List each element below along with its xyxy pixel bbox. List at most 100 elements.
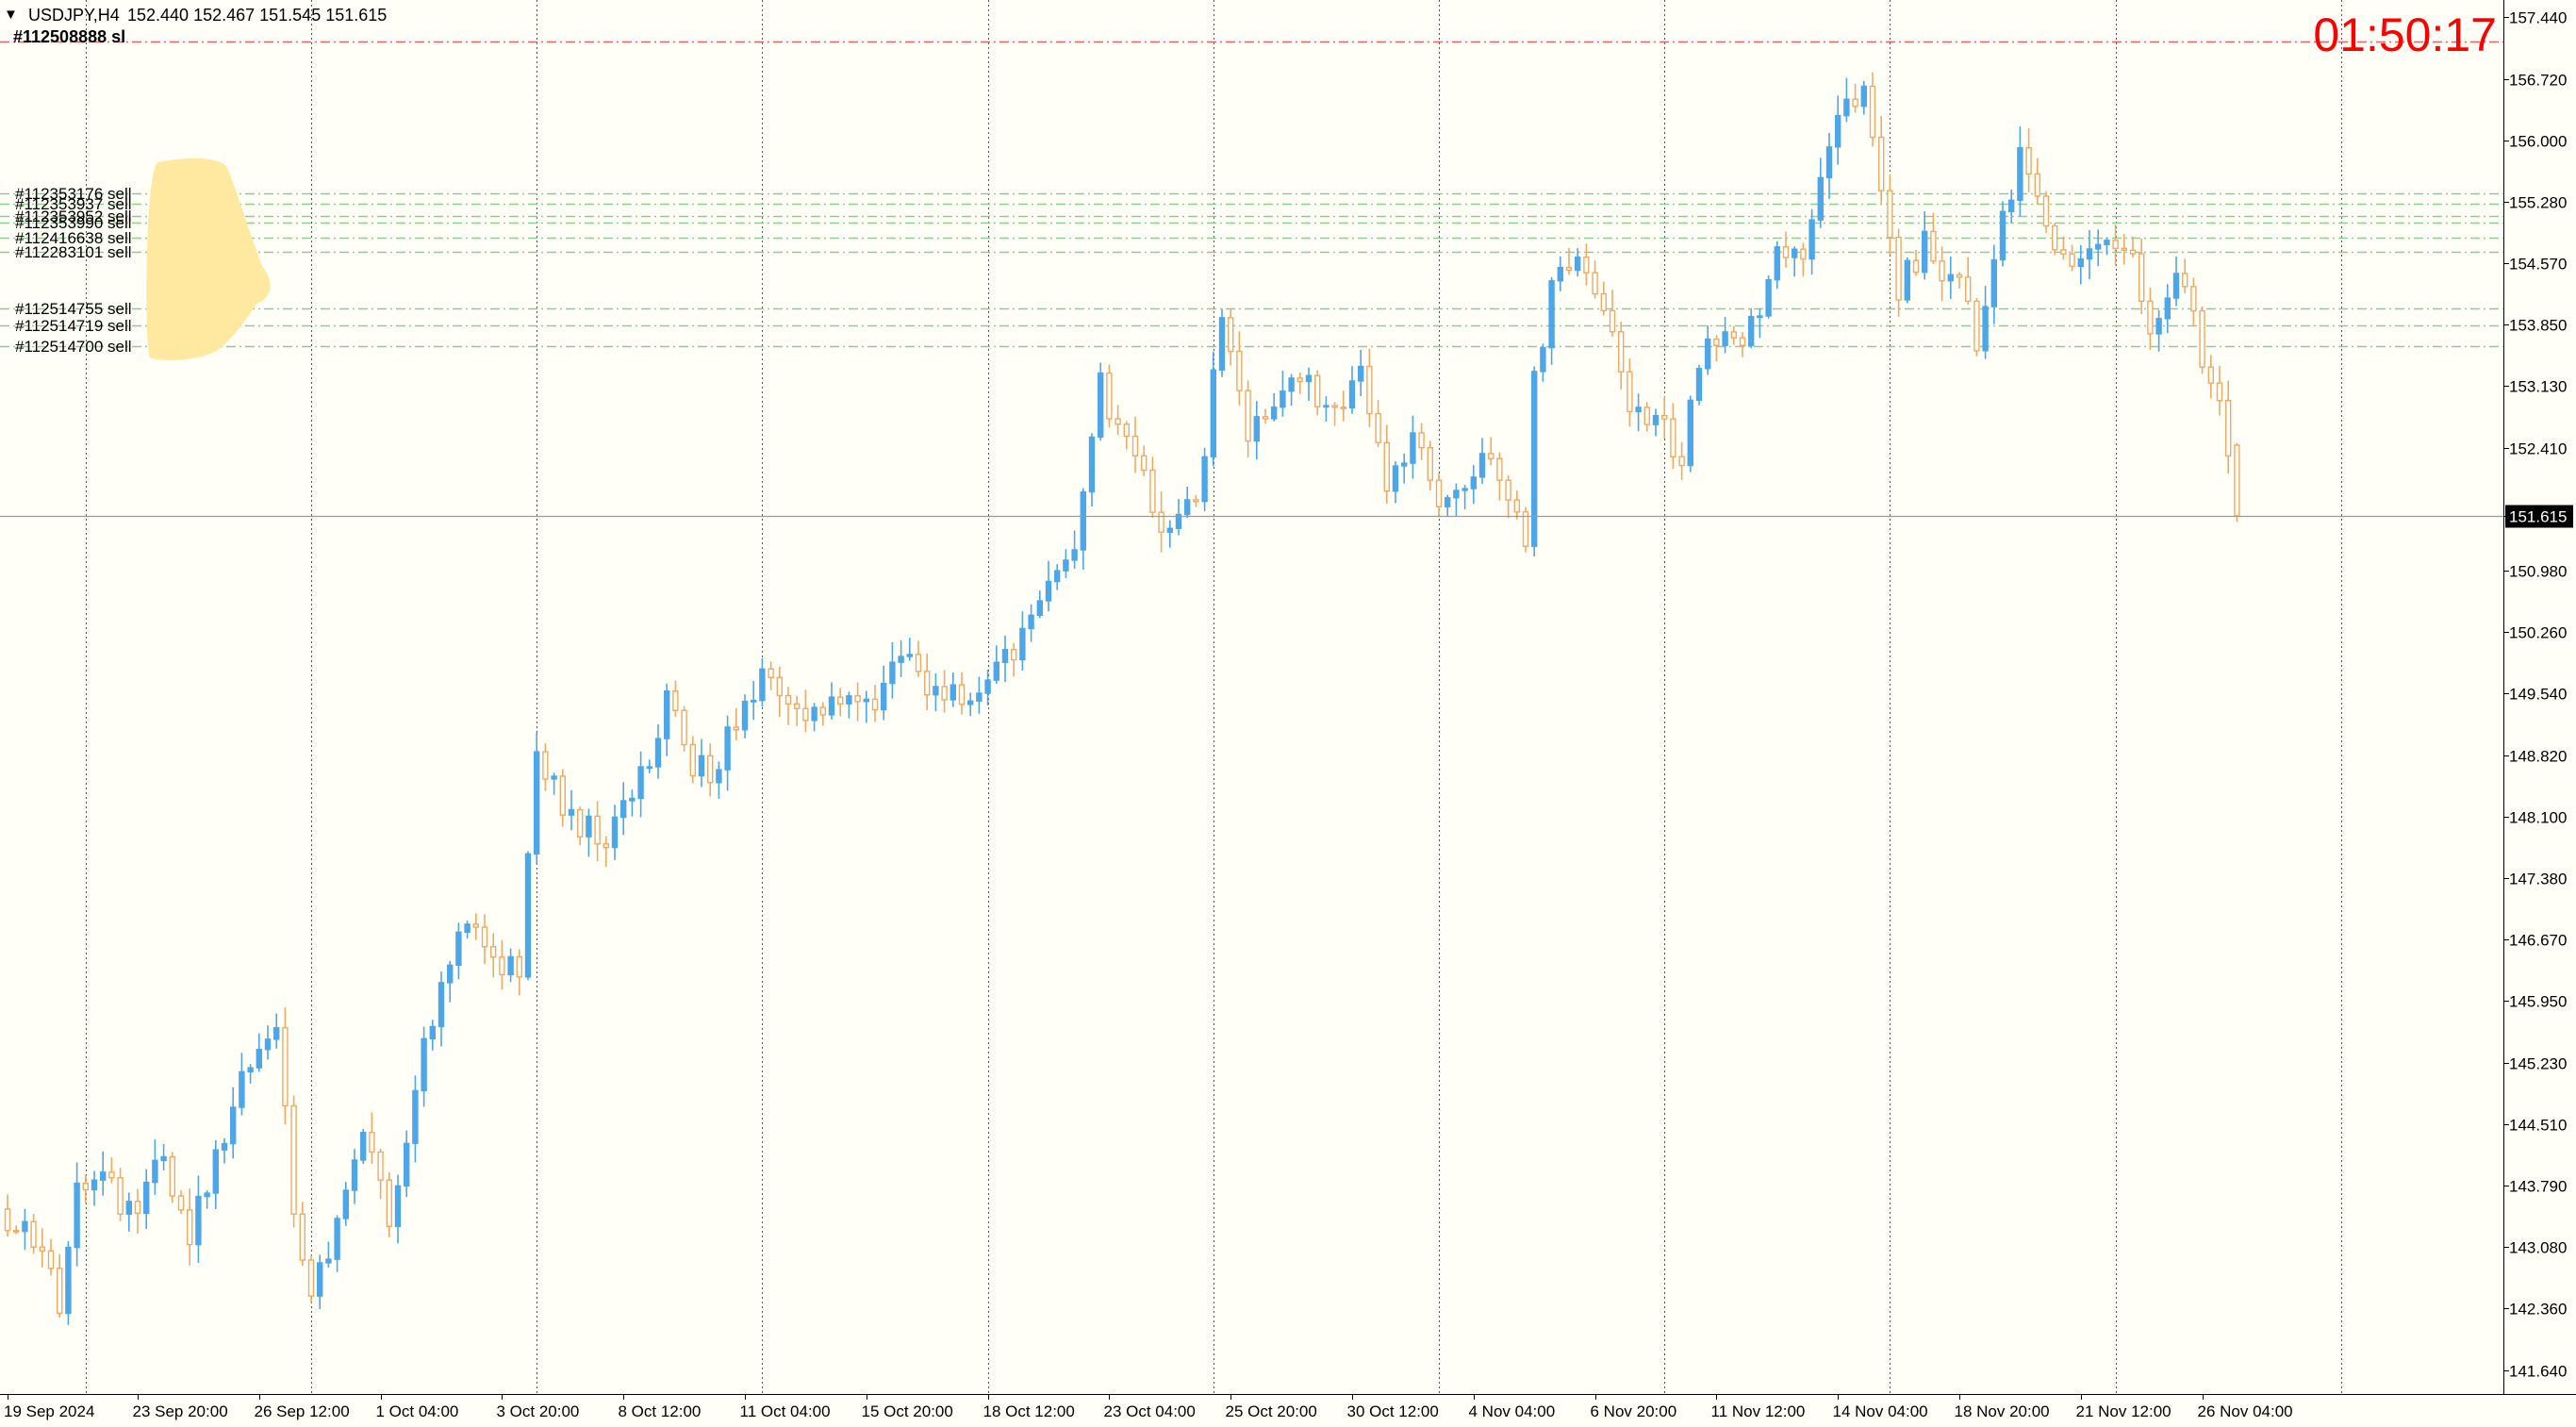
time-tick-label: 26 Nov 04:00 bbox=[2198, 1402, 2293, 1420]
price-tick-label: 154.570 bbox=[2509, 256, 2567, 274]
bull-candle bbox=[898, 640, 904, 677]
bull-candle bbox=[221, 1137, 228, 1164]
bull-candle bbox=[204, 1190, 210, 1209]
bull-candle bbox=[1210, 351, 1217, 467]
bull-candle bbox=[654, 724, 662, 779]
bull-candle bbox=[846, 691, 852, 719]
order-label: #112514719 sell bbox=[15, 317, 132, 335]
time-tick-label: 15 Oct 20:00 bbox=[862, 1402, 953, 1420]
bull-candle bbox=[586, 808, 592, 857]
bear-candle bbox=[1131, 416, 1139, 473]
time-tick-label: 11 Oct 04:00 bbox=[740, 1402, 831, 1420]
bull-candle bbox=[1817, 158, 1825, 228]
bear-candle bbox=[2129, 236, 2137, 258]
overlapping-order-label: #112508888 sl bbox=[13, 27, 125, 46]
bear-candle bbox=[1193, 494, 1199, 507]
bull-candle bbox=[1574, 248, 1581, 277]
bull-candle bbox=[412, 1075, 419, 1163]
bear-candle bbox=[386, 1172, 392, 1237]
order-lines[interactable] bbox=[0, 41, 2503, 348]
bull-candle bbox=[1400, 453, 1408, 484]
time-axis[interactable]: 19 Sep 2024 23 Sep 20:00 26 Sep 12:00 1 Oct… bbox=[4, 1394, 2293, 1420]
bear-candle bbox=[82, 1174, 90, 1203]
bear-candle bbox=[2147, 287, 2154, 350]
price-tick-label: 145.950 bbox=[2509, 993, 2567, 1011]
bear-candle bbox=[1973, 298, 1980, 357]
bull-candle bbox=[2017, 126, 2023, 217]
order-label: #112353990 sell bbox=[15, 214, 132, 232]
bull-candle bbox=[404, 1130, 410, 1198]
bear-candle bbox=[594, 801, 601, 862]
bull-candle bbox=[99, 1151, 107, 1196]
bear-candle bbox=[1617, 322, 1625, 390]
chart-menu-icon[interactable]: ▼ bbox=[4, 7, 18, 23]
bear-candle bbox=[1435, 473, 1443, 518]
bear-candle bbox=[1149, 456, 1156, 519]
order-label: #112416638 sell bbox=[15, 229, 132, 247]
bear-candle bbox=[1739, 332, 1746, 357]
bull-candle bbox=[1687, 395, 1694, 473]
bull-candle bbox=[534, 732, 540, 865]
price-tick-label: 145.230 bbox=[2509, 1055, 2567, 1073]
price-tick-label: 157.440 bbox=[2509, 9, 2567, 27]
ohlc-readout: 152.440 152.467 151.545 151.615 bbox=[127, 6, 387, 25]
bull-candle bbox=[342, 1182, 349, 1226]
price-tick-label: 147.380 bbox=[2509, 871, 2567, 888]
bull-candle bbox=[2104, 237, 2110, 256]
bear-candle bbox=[1895, 228, 1902, 317]
bull-candle bbox=[1019, 611, 1026, 671]
highlighter-mark bbox=[146, 158, 271, 360]
bear-candle bbox=[1262, 408, 1269, 424]
bull-candle bbox=[1999, 201, 2006, 267]
bull-candle bbox=[1071, 530, 1078, 569]
bear-candle bbox=[2207, 355, 2215, 399]
current-price-tag bbox=[2505, 505, 2573, 528]
symbol-title: USDJPY,H4 bbox=[28, 6, 120, 25]
order-label: #112514700 sell bbox=[15, 338, 132, 356]
time-tick-label: 19 Sep 2024 bbox=[4, 1402, 94, 1420]
bear-candle bbox=[1670, 403, 1676, 470]
bull-candle bbox=[1280, 371, 1286, 417]
price-tick-label: 142.360 bbox=[2509, 1301, 2567, 1319]
price-tick-label: 149.540 bbox=[2509, 686, 2567, 704]
bull-candle bbox=[507, 948, 514, 983]
bull-candle bbox=[264, 1025, 272, 1060]
price-axis[interactable]: 157.440 156.720 156.000 155.280 154.570 153.8… bbox=[2503, 9, 2573, 1381]
price-tick-label: 143.080 bbox=[2509, 1239, 2567, 1257]
bull-candle bbox=[881, 665, 887, 721]
bear-candle bbox=[1800, 242, 1807, 277]
bull-candle bbox=[993, 645, 1000, 684]
bear-candle bbox=[307, 1254, 315, 1303]
bull-candle bbox=[1028, 604, 1034, 642]
time-tick-label: 1 Oct 04:00 bbox=[376, 1402, 459, 1420]
bear-candle bbox=[472, 913, 479, 940]
bull-candle bbox=[1557, 256, 1564, 291]
bull-candle bbox=[1097, 362, 1104, 441]
candlesticks bbox=[4, 72, 2240, 1325]
bull-candle bbox=[160, 1143, 167, 1170]
bull-candle bbox=[1530, 366, 1538, 556]
bear-candle bbox=[1366, 348, 1373, 427]
bear-candle bbox=[30, 1214, 37, 1254]
bull-candle bbox=[751, 680, 757, 721]
bear-candle bbox=[1227, 307, 1234, 366]
bull-candle bbox=[1652, 408, 1660, 437]
bull-candle bbox=[1774, 241, 1781, 290]
bull-candle bbox=[933, 672, 939, 712]
bear-candle bbox=[369, 1112, 375, 1164]
bull-candle bbox=[629, 789, 636, 817]
bull-candle bbox=[1834, 95, 1841, 165]
bear-candle bbox=[2034, 158, 2041, 205]
bull-candle bbox=[1001, 635, 1009, 683]
bull-candle bbox=[273, 1013, 280, 1049]
bull-candle bbox=[334, 1215, 340, 1272]
bear-candle bbox=[707, 743, 714, 797]
bear-candle bbox=[516, 949, 522, 996]
bear-candle bbox=[1236, 331, 1243, 406]
bull-candle bbox=[1635, 393, 1642, 432]
bull-candle bbox=[2172, 256, 2180, 307]
bear-candle bbox=[802, 689, 809, 733]
bull-candle bbox=[1765, 274, 1772, 319]
